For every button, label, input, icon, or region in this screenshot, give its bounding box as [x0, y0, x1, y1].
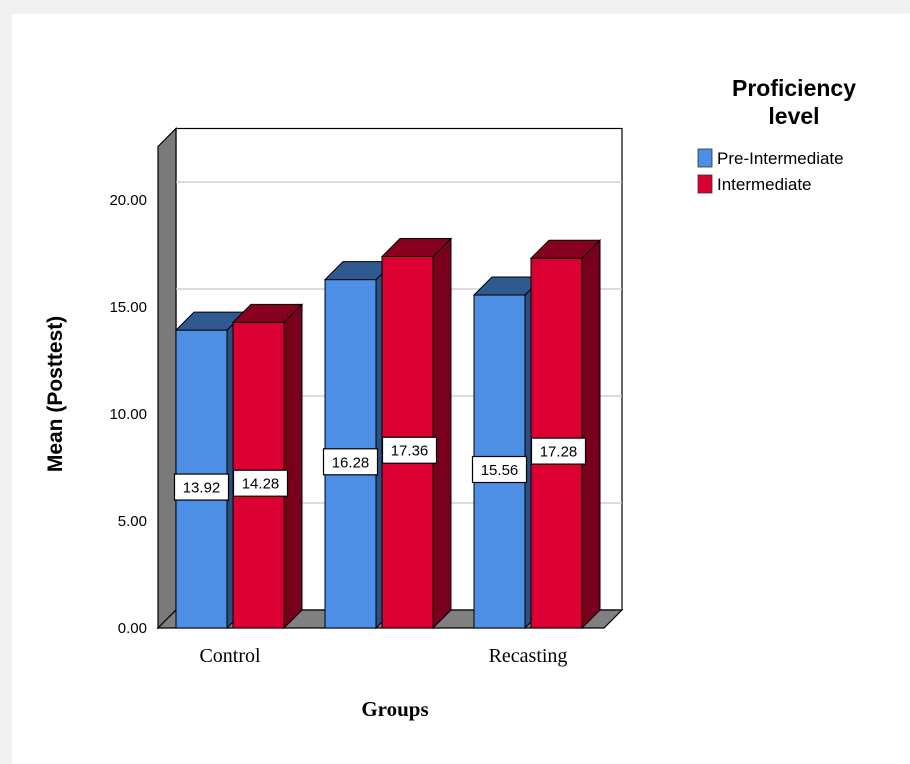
data-label: 17.28: [540, 444, 578, 461]
bar-side: [581, 239, 601, 630]
data-label-box: [322, 448, 379, 476]
legend-swatch: [697, 174, 713, 194]
x-category-label: Recasting: [489, 645, 568, 667]
legend-swatch: [697, 148, 713, 168]
data-label: 16.28: [332, 454, 370, 471]
axes: 0.00 5.00 10.00 15.00 20.00 Control Recasting G…: [44, 192, 567, 721]
bar-chart: 13.92 14.28 16.28 17.36 15.56 17.28 0.00 5.00 1…: [44, 75, 856, 721]
chart-frame: 13.92 14.28 16.28 17.36 15.56 17.28 0.00 5.00 1…: [12, 14, 910, 764]
bars: [174, 237, 602, 630]
data-labels: 13.92 14.28 16.28 17.36 15.56 17.28: [173, 436, 587, 501]
legend-title-line: level: [768, 103, 819, 129]
legend-title-line: Proficiency: [732, 75, 856, 101]
y-tick-label: 15.00: [109, 299, 147, 316]
data-label-box: [173, 473, 230, 501]
y-tick-label: 0.00: [118, 620, 147, 637]
y-tick-label: 10.00: [109, 406, 147, 423]
bar-top: [231, 303, 304, 323]
legend-entry: Pre-Intermediate: [717, 149, 844, 168]
y-tick-label: 5.00: [118, 513, 147, 530]
y-axis-title: Mean (Posttest): [44, 316, 67, 472]
data-label: 17.36: [391, 443, 429, 460]
y-tick-label: 20.00: [109, 192, 147, 209]
data-label-box: [232, 469, 289, 497]
bar-top: [380, 237, 453, 257]
data-label-box: [530, 437, 587, 465]
x-category-label: Control: [199, 645, 261, 667]
data-label: 14.28: [242, 476, 280, 493]
side-wall: [157, 127, 177, 630]
x-axis-title: Groups: [361, 697, 428, 721]
data-label: 13.92: [183, 480, 221, 497]
data-label: 15.56: [481, 462, 519, 479]
bar-side: [432, 237, 452, 630]
bar-top: [529, 239, 602, 259]
data-label-box: [471, 455, 528, 484]
legend-entry: Intermediate: [717, 175, 812, 194]
bar-side: [283, 303, 303, 630]
data-label-box: [381, 436, 438, 464]
